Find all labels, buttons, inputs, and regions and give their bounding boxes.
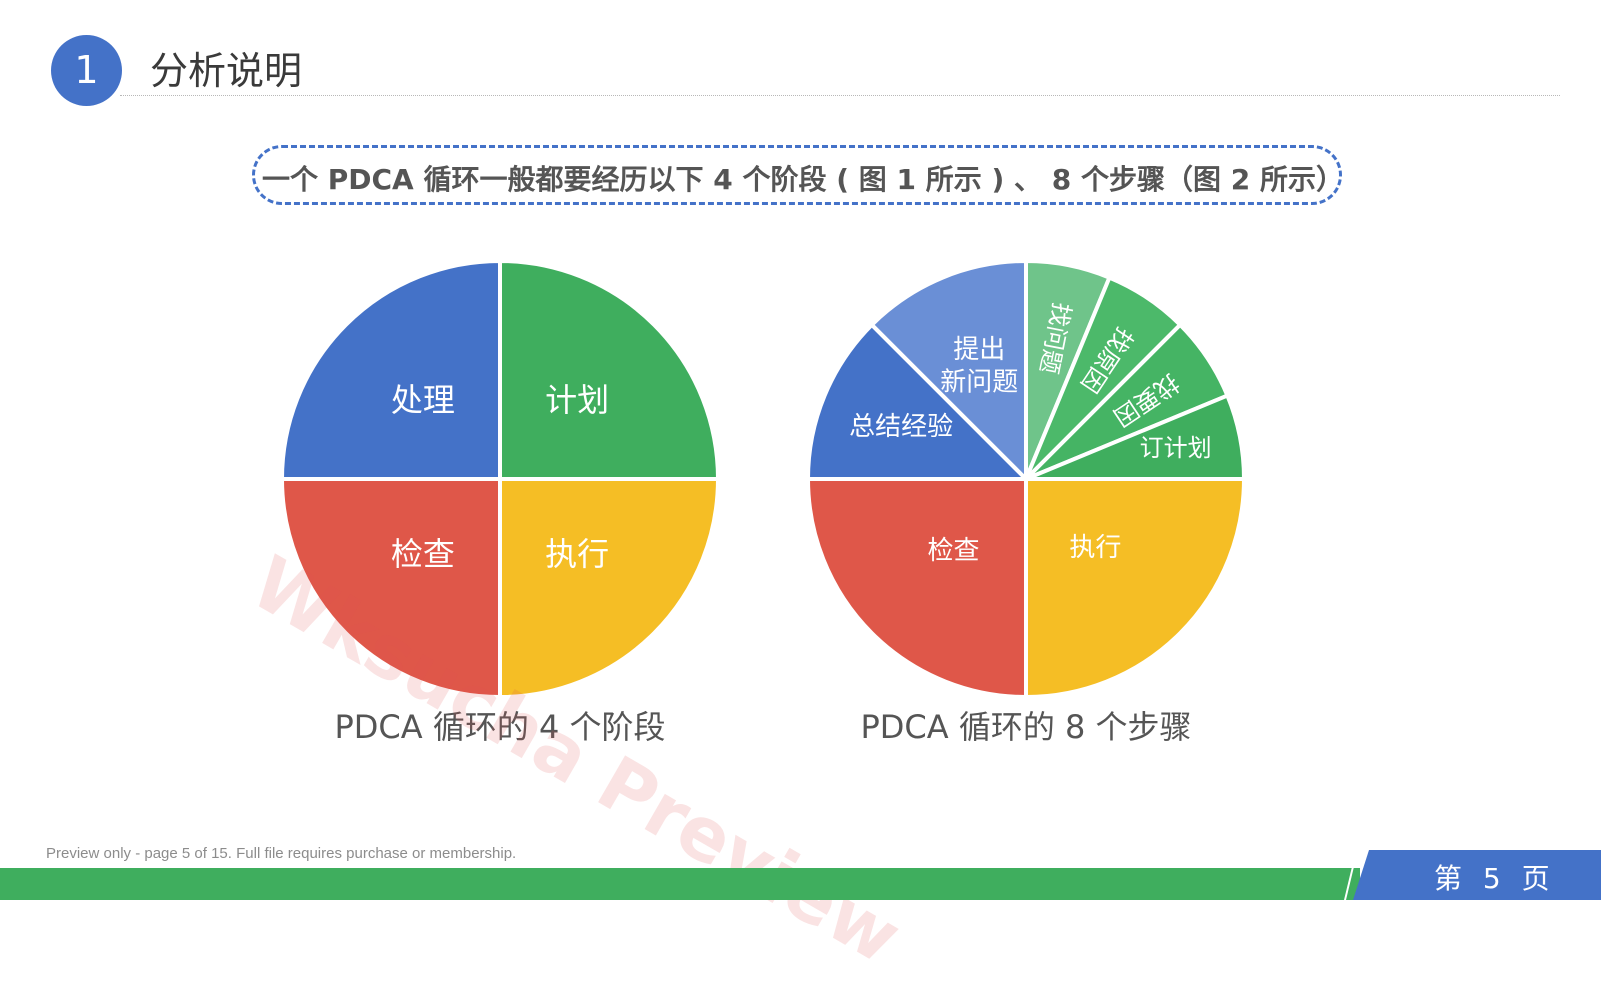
- pie-slice: [279, 258, 502, 481]
- pie-slice-label: 执行: [545, 535, 609, 573]
- pie-slice-label: 总结经验: [849, 412, 953, 442]
- pie-slice: [869, 258, 1028, 484]
- title-divider: [120, 95, 1560, 96]
- pie-caption-steps: PDCA 循环的 8 个步骤: [860, 708, 1192, 746]
- pie-caption-phases: PDCA 循环的 4 个阶段: [334, 708, 666, 746]
- pie-slice-label: 处理: [391, 381, 455, 419]
- pie-slice: [805, 477, 1028, 700]
- footer-page-tab: [1353, 850, 1601, 900]
- pie-slice-label: 订计划: [1140, 434, 1212, 462]
- pie-slice: [498, 258, 721, 481]
- intro-text: 一个 PDCA 循环一般都要经历以下 4 个阶段 ( 图 1 所示 ) 、 8 …: [262, 163, 1344, 196]
- pie-slice: [805, 322, 1031, 481]
- pie-slice: [1024, 477, 1247, 700]
- section-number-badge: 1: [51, 35, 122, 106]
- pie-slice-label: 检查: [928, 536, 980, 566]
- footer-preview-note: Preview only - page 5 of 15. Full file r…: [46, 845, 517, 862]
- pie-slice: [279, 477, 502, 700]
- pie-slice-label: 检查: [391, 535, 455, 573]
- pie-slice-label: 提出新问题: [940, 334, 1018, 397]
- pie-slice-label: 执行: [1069, 533, 1121, 563]
- intro-dashed-frame: [252, 145, 1342, 205]
- pie-slice: [498, 477, 721, 700]
- footer-green-bar: [0, 868, 1360, 900]
- section-title: 分析说明: [150, 49, 303, 93]
- page-number: 第 5 页: [1434, 862, 1556, 895]
- pie-slice-label: 计划: [545, 381, 609, 419]
